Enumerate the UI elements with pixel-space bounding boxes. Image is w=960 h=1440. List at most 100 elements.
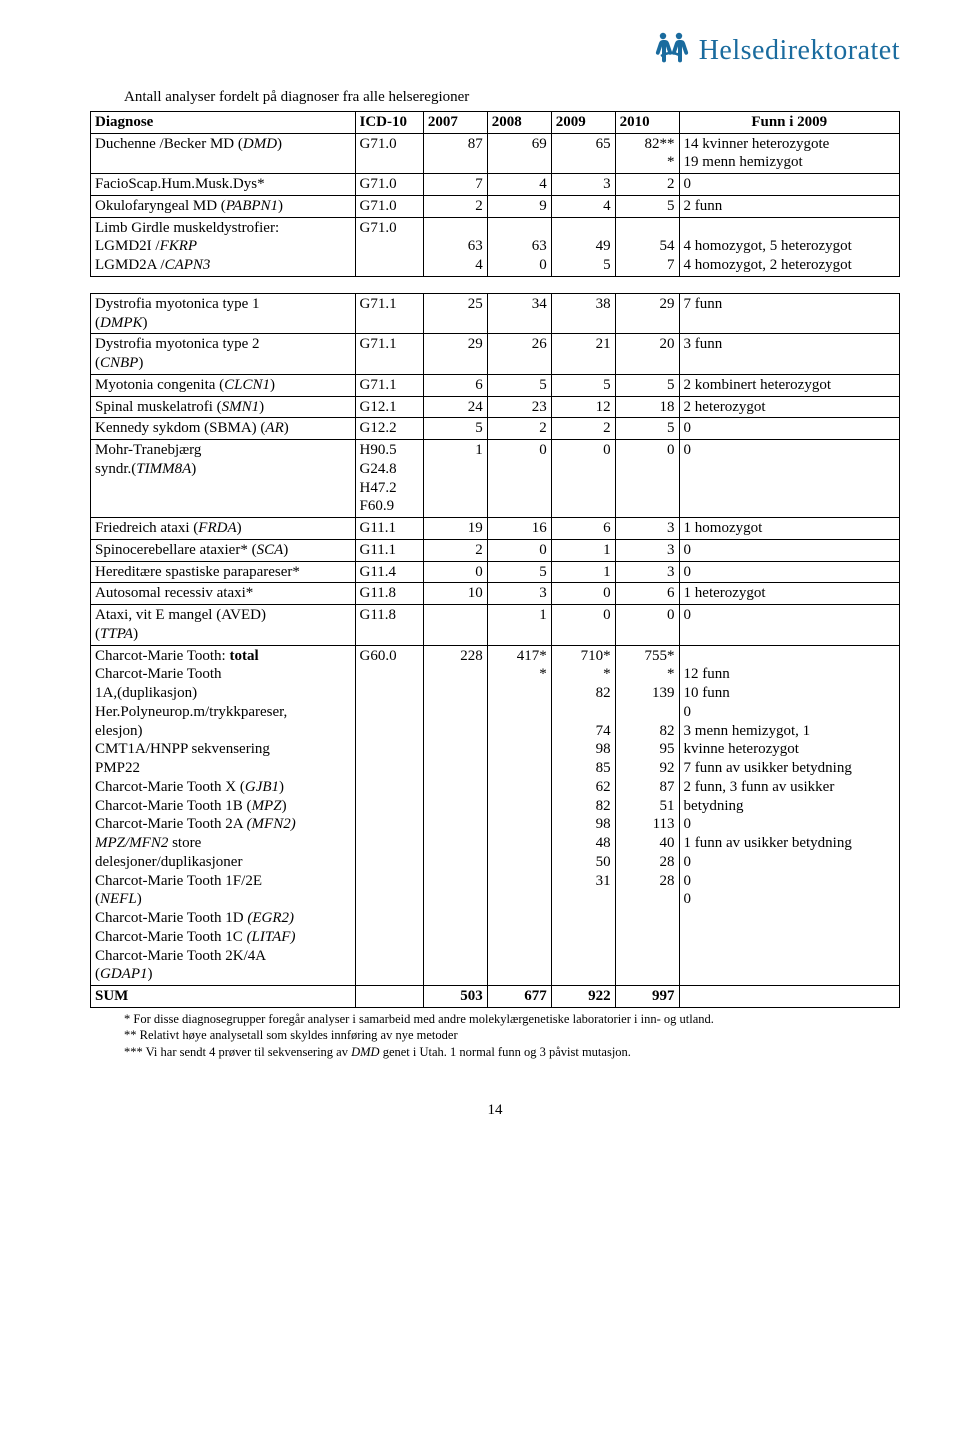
cell-year: 25	[423, 293, 487, 334]
table-row: Spinocerebellare ataxier* (SCA)G11.12013…	[91, 539, 900, 561]
table-row: Kennedy sykdom (SBMA) (AR)G12.252250	[91, 418, 900, 440]
cell-year: 0	[487, 539, 551, 561]
table-row: Limb Girdle muskeldystrofier:LGMD2I /FKR…	[91, 217, 900, 276]
cell-year: 38	[551, 293, 615, 334]
cell-funn: 0	[679, 605, 899, 646]
cell-icd: G11.1	[355, 518, 423, 540]
page-header: Helsedirektoratet	[90, 30, 900, 70]
cell-year: 34	[487, 293, 551, 334]
cell-year: 23	[487, 396, 551, 418]
cell-year: 29	[615, 293, 679, 334]
cell-diagnose: Limb Girdle muskeldystrofier:LGMD2I /FKR…	[91, 217, 356, 276]
cell-year: 0	[551, 440, 615, 518]
cell-year: 503	[423, 986, 487, 1008]
table-row: Friedreich ataxi (FRDA)G11.11916631 homo…	[91, 518, 900, 540]
cell-icd: G11.4	[355, 561, 423, 583]
cell-year: 16	[487, 518, 551, 540]
cell-icd: G60.0	[355, 645, 423, 986]
cell-year: 3	[551, 174, 615, 196]
diagnosis-table-2: Dystrofia myotonica type 1(DMPK)G71.1253…	[90, 293, 900, 1008]
th-icd: ICD-10	[355, 111, 423, 133]
cell-icd: G71.0	[355, 133, 423, 174]
cell-year: 630	[487, 217, 551, 276]
table-row: Myotonia congenita (CLCN1)G71.165552 kom…	[91, 374, 900, 396]
table-row: SUM 503677922997	[91, 986, 900, 1008]
cell-year: 19	[423, 518, 487, 540]
cell-year: 0	[551, 605, 615, 646]
cell-funn: 14 kvinner heterozygote19 menn hemizygot	[679, 133, 899, 174]
cell-year: 20	[615, 334, 679, 375]
table-row: Okulofaryngeal MD (PABPN1)G71.029452 fun…	[91, 195, 900, 217]
cell-diagnose: Spinal muskelatrofi (SMN1)	[91, 396, 356, 418]
cell-funn: 0	[679, 539, 899, 561]
cell-year: 710**82 749885628298485031	[551, 645, 615, 986]
table-row: Duchenne /Becker MD (DMD)G71.087696582**…	[91, 133, 900, 174]
table-row: Autosomal recessiv ataxi*G11.8103061 het…	[91, 583, 900, 605]
cell-year: 5	[551, 374, 615, 396]
cell-year: 5	[423, 418, 487, 440]
cell-funn: 0	[679, 418, 899, 440]
cell-icd: H90.5G24.8H47.2F60.9	[355, 440, 423, 518]
cell-year: 228	[423, 645, 487, 986]
cell-year: 0	[487, 440, 551, 518]
cell-funn	[679, 986, 899, 1008]
cell-year: 1	[551, 539, 615, 561]
table-row: Dystrofia myotonica type 1(DMPK)G71.1253…	[91, 293, 900, 334]
th-2008: 2008	[487, 111, 551, 133]
cell-year: 0	[615, 605, 679, 646]
cell-icd: G71.1	[355, 334, 423, 375]
cell-funn: 0	[679, 440, 899, 518]
cell-funn: 7 funn	[679, 293, 899, 334]
cell-year: 21	[551, 334, 615, 375]
cell-year: 677	[487, 986, 551, 1008]
diagnosis-table-1: Diagnose ICD-10 2007 2008 2009 2010 Funn…	[90, 111, 900, 277]
cell-funn: 1 homozygot	[679, 518, 899, 540]
cell-year: 29	[423, 334, 487, 375]
cell-year: 417**	[487, 645, 551, 986]
cell-funn: 2 funn	[679, 195, 899, 217]
cell-year: 755**139 8295928751113402828	[615, 645, 679, 986]
footnote-line: *** Vi har sendt 4 prøver til sekvenseri…	[124, 1045, 900, 1061]
cell-year: 3	[615, 539, 679, 561]
cell-icd: G12.2	[355, 418, 423, 440]
cell-funn: 0	[679, 174, 899, 196]
cell-icd: G71.1	[355, 293, 423, 334]
cell-diagnose: Myotonia congenita (CLCN1)	[91, 374, 356, 396]
cell-year: 6	[551, 518, 615, 540]
cell-diagnose: Hereditære spastiske parapareser*	[91, 561, 356, 583]
cell-diagnose: Charcot-Marie Tooth: totalCharcot-Marie …	[91, 645, 356, 986]
cell-icd: G11.8	[355, 583, 423, 605]
cell-icd: G71.0	[355, 195, 423, 217]
cell-year: 5	[615, 374, 679, 396]
cell-diagnose: SUM	[91, 986, 356, 1008]
cell-year: 2	[551, 418, 615, 440]
table-row: Spinal muskelatrofi (SMN1)G12.1242312182…	[91, 396, 900, 418]
cell-year: 65	[551, 133, 615, 174]
cell-year: 5	[487, 374, 551, 396]
cell-year: 9	[487, 195, 551, 217]
cell-diagnose: Kennedy sykdom (SBMA) (AR)	[91, 418, 356, 440]
intro-text: Antall analyser fordelt på diagnoser fra…	[124, 88, 900, 107]
cell-diagnose: Dystrofia myotonica type 1(DMPK)	[91, 293, 356, 334]
table-row: Ataxi, vit E mangel (AVED)(TTPA)G11.8 10…	[91, 605, 900, 646]
cell-icd: G11.8	[355, 605, 423, 646]
cell-year: 0	[615, 440, 679, 518]
cell-year: 3	[615, 561, 679, 583]
cell-year: 634	[423, 217, 487, 276]
cell-funn: 4 homozygot, 5 heterozygot4 homozygot, 2…	[679, 217, 899, 276]
cell-diagnose: Friedreich ataxi (FRDA)	[91, 518, 356, 540]
cell-year: 1	[423, 440, 487, 518]
cell-year: 2	[615, 174, 679, 196]
table-row: Mohr-Tranebjærgsyndr.(TIMM8A)H90.5G24.8H…	[91, 440, 900, 518]
cell-year: 4	[551, 195, 615, 217]
cell-diagnose: Ataxi, vit E mangel (AVED)(TTPA)	[91, 605, 356, 646]
footnote-line: * For disse diagnosegrupper foregår anal…	[124, 1012, 900, 1028]
table-row: FacioScap.Hum.Musk.Dys*G71.074320	[91, 174, 900, 196]
cell-year: 495	[551, 217, 615, 276]
cell-year: 24	[423, 396, 487, 418]
th-2009: 2009	[551, 111, 615, 133]
cell-funn: 2 kombinert heterozygot	[679, 374, 899, 396]
cell-icd: G12.1	[355, 396, 423, 418]
cell-icd: G11.1	[355, 539, 423, 561]
cell-icd	[355, 986, 423, 1008]
